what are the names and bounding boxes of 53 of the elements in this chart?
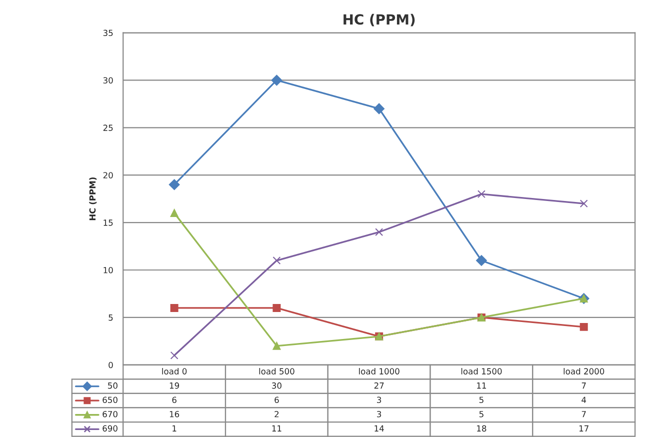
y-tick-label: 15 [104, 220, 113, 226]
legend-label: 650 [102, 396, 118, 404]
point [272, 256, 281, 265]
point [170, 304, 178, 312]
data-label: 11 [477, 382, 486, 389]
point [271, 74, 282, 86]
data-label: 11 [272, 425, 282, 432]
chart-title: HC (PPM) [344, 14, 415, 26]
y-tick-label: 10 [104, 266, 113, 274]
y-tick-label: 30 [103, 77, 113, 84]
point [580, 322, 588, 331]
data-label: 17 [579, 425, 588, 432]
data-label: 6 [274, 396, 279, 404]
y-tick-label: 0 [108, 362, 113, 368]
y-tick-label: 5 [108, 314, 113, 321]
x-tick-label: load 1500 [461, 368, 502, 374]
data-label: 3 [377, 410, 382, 418]
data-label: 4 [582, 396, 586, 403]
x-tick-label: load 0 [162, 368, 187, 374]
point [476, 255, 487, 266]
point [580, 200, 588, 208]
y-tick-label: 20 [103, 172, 113, 178]
data-label: 19 [170, 382, 180, 389]
data-label: 5 [479, 396, 484, 404]
point [170, 209, 178, 218]
x-tick-label: load 500 [259, 368, 294, 374]
y-tick-label: 35 [103, 30, 113, 36]
point [477, 190, 486, 198]
point [168, 179, 180, 190]
x-tick-label: load 1000 [359, 368, 400, 374]
legend-label: 690 [102, 425, 118, 432]
point [272, 342, 281, 350]
data-label: 3 [377, 396, 382, 404]
point [170, 351, 178, 360]
data-label: 27 [374, 382, 384, 389]
data-label: 30 [272, 382, 282, 389]
point [272, 304, 281, 312]
point [375, 228, 384, 236]
data-label: 1 [172, 425, 176, 432]
y-tick-label: 25 [103, 124, 113, 131]
y-axis-title: HC (PPM) [89, 177, 97, 220]
x-tick-label: load 2000 [564, 368, 604, 374]
legend-label: 670 [102, 410, 118, 418]
data-label: 2 [274, 410, 279, 418]
data-label: 7 [582, 411, 586, 418]
data-label: 7 [582, 382, 586, 389]
data-label: 16 [170, 410, 180, 418]
data-label: 5 [479, 411, 484, 418]
point [374, 103, 385, 114]
legend-label: 50 [108, 382, 118, 389]
data-label: 14 [374, 425, 384, 432]
data-label: 18 [477, 425, 486, 432]
data-label: 6 [172, 396, 176, 404]
